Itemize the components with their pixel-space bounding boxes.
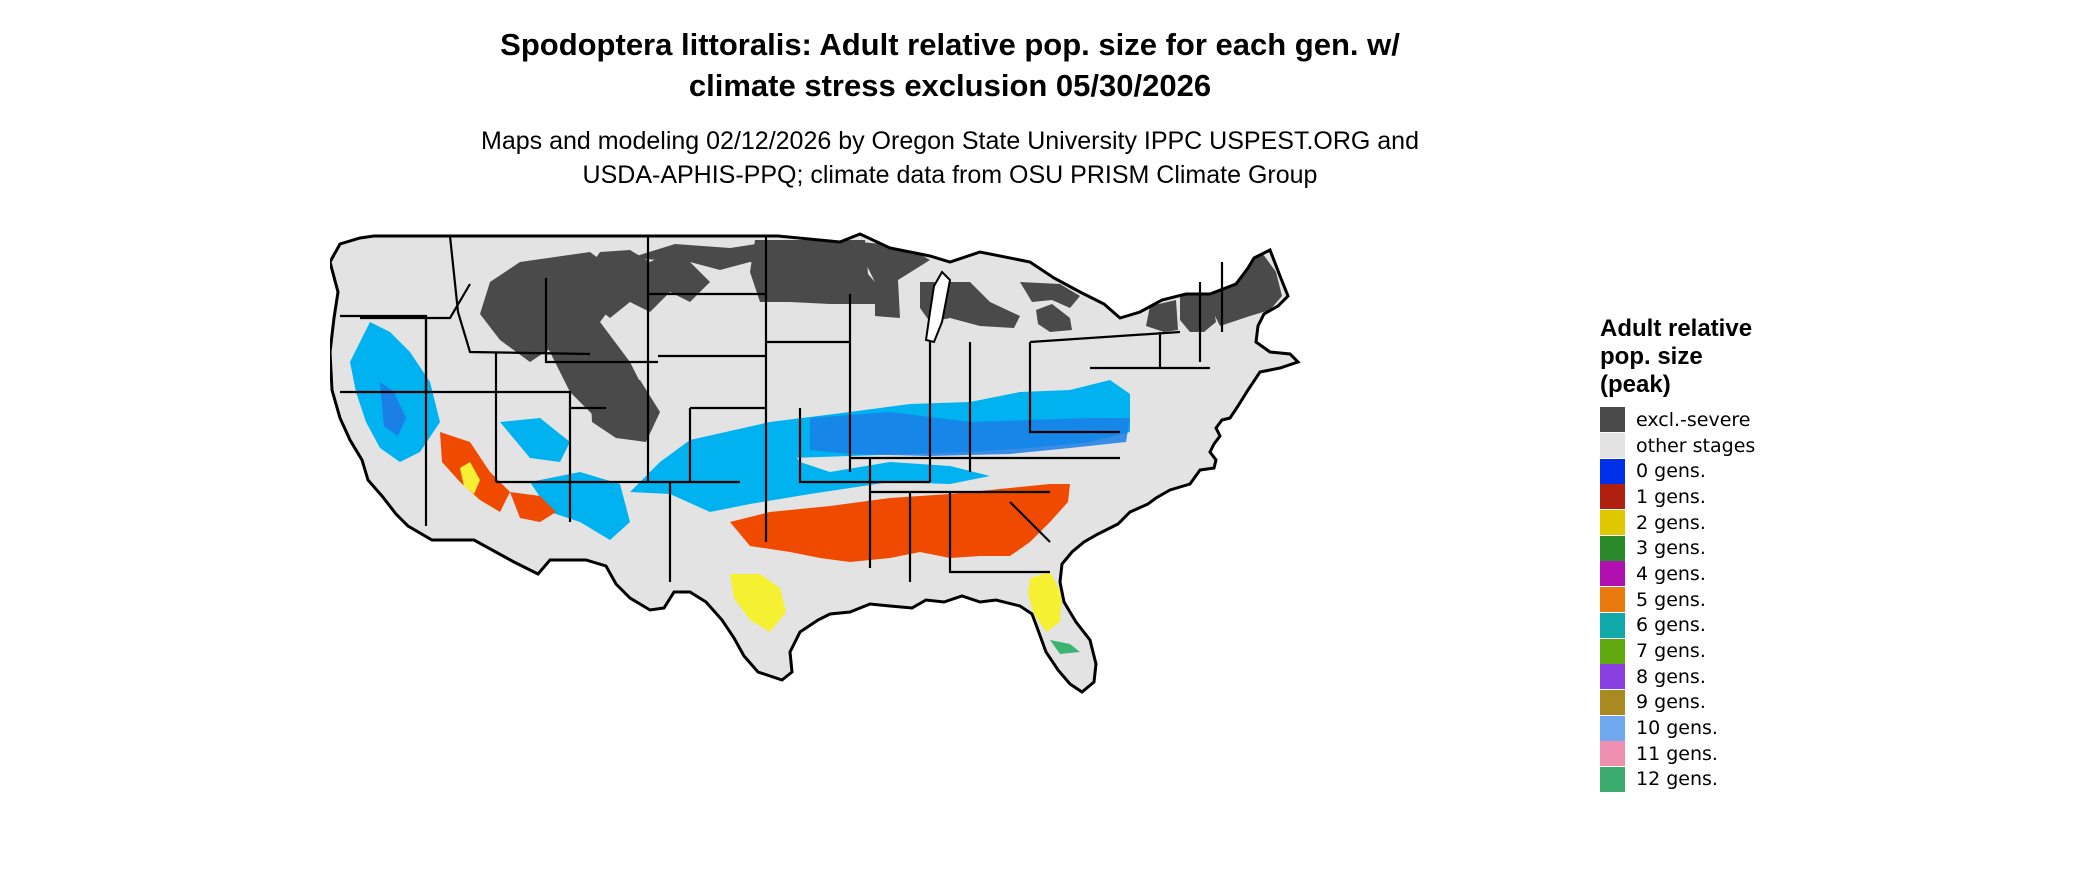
legend-item: other stages: [1600, 433, 1860, 459]
border-wa-or: [360, 283, 471, 320]
legend-swatch: [1600, 433, 1625, 459]
excluded-colorado: [590, 372, 660, 442]
legend-swatch: [1600, 715, 1625, 741]
two-gens-south-texas: [730, 574, 786, 632]
legend-item: 3 gens.: [1600, 535, 1860, 561]
excluded-new-hampshire-vermont: [1180, 288, 1216, 332]
legend-swatch: [1600, 689, 1625, 715]
two-gens-florida: [1028, 572, 1062, 632]
map-title: Spodoptera littoralis: Adult relative po…: [360, 24, 1540, 106]
legend-swatch: [1600, 741, 1625, 767]
border-mo-south: [798, 408, 930, 484]
legend-swatch: [1600, 664, 1625, 690]
excluded-montana-north: [630, 242, 780, 270]
border-al-ga: [948, 492, 1050, 574]
legend-label: 9 gens.: [1636, 691, 1706, 714]
border-ga-sc: [1009, 501, 1051, 543]
excluded-minnesota: [860, 242, 930, 318]
legend-label: 8 gens.: [1636, 665, 1706, 688]
border-oh-wv: [1028, 342, 1120, 434]
legend-item: 8 gens.: [1600, 664, 1860, 690]
legend-swatch: [1600, 458, 1625, 484]
zero-gens-regions: [350, 322, 1130, 540]
legend-label: 5 gens.: [1636, 588, 1706, 611]
border-nevada-utah: [426, 390, 606, 410]
legend-rows: excl.-severe other stages 0 gens. 1 gens. 2 …: [1600, 407, 1860, 792]
zero-gens-south-plains: [630, 422, 990, 512]
legend-label: 11 gens.: [1636, 742, 1718, 765]
map-legend: Adult relative pop. size (peak) excl.-se…: [1600, 315, 1860, 792]
legend-label: 0 gens.: [1636, 460, 1706, 483]
legend-item: 6 gens.: [1600, 612, 1860, 639]
map-subtitle-line-2: USDA-APHIS-PPQ; climate data from OSU PR…: [582, 161, 1318, 189]
one-gen-gulf-band: [730, 484, 1070, 562]
legend-item: 5 gens.: [1600, 587, 1860, 613]
legend-label: 12 gens.: [1636, 768, 1718, 791]
two-gens-california-desert: [460, 462, 480, 494]
legend-swatch: [1600, 484, 1625, 510]
legend-label: 2 gens.: [1636, 511, 1706, 534]
legend-label: 1 gens.: [1636, 485, 1706, 508]
legend-swatch: [1600, 612, 1625, 638]
legend-label: 4 gens.: [1636, 562, 1706, 585]
legend-item: 9 gens.: [1600, 689, 1860, 716]
legend-item: 1 gens.: [1600, 484, 1860, 510]
legend-swatch: [1600, 587, 1625, 613]
legend-item: 10 gens.: [1600, 715, 1860, 741]
legend-label: 3 gens.: [1636, 537, 1706, 560]
two-gens-regions: [460, 462, 1062, 632]
us-map: [330, 232, 1300, 694]
legend-item: 0 gens.: [1600, 458, 1860, 484]
legend-swatch: [1600, 535, 1625, 561]
legend-title-line-1: Adult relative: [1600, 315, 1753, 342]
legend-item: excl.-severe: [1600, 407, 1860, 433]
one-gen-arizona: [510, 492, 556, 522]
legend-swatch: [1600, 561, 1625, 587]
legend-label: other stages: [1636, 434, 1756, 457]
border-wyoming: [544, 278, 658, 364]
legend-label: 10 gens.: [1636, 717, 1718, 740]
legend-title-line-2: pop. size: [1600, 343, 1703, 370]
border-idaho: [448, 235, 591, 356]
legend-label: 7 gens.: [1636, 640, 1706, 663]
excluded-new-york-adirondack: [1146, 300, 1178, 332]
border-pa-ny: [1029, 330, 1181, 344]
legend-swatch: [1600, 510, 1625, 536]
excluded-north-dakota: [750, 240, 875, 304]
state-borders: [340, 235, 1224, 582]
map-subtitle-line-1: Maps and modeling 02/12/2026 by Oregon S…: [481, 127, 1419, 155]
legend-label: excl.-severe: [1636, 408, 1751, 431]
map-subtitle: Maps and modeling 02/12/2026 by Oregon S…: [360, 124, 1540, 192]
legend-swatch: [1600, 766, 1625, 792]
legend-item: 12 gens.: [1600, 766, 1860, 793]
legend-swatch: [1600, 638, 1625, 664]
zero-gens-arizona: [530, 472, 630, 540]
legend-label: 6 gens.: [1636, 614, 1706, 637]
excluded-regions: [400, 240, 1282, 442]
twelve-gens-florida-keys: [1050, 640, 1080, 654]
legend-item: 11 gens.: [1600, 741, 1860, 767]
excluded-michigan-north: [1036, 304, 1072, 332]
lake-michigan: [924, 270, 952, 344]
map-data-layer: [350, 240, 1282, 632]
map-title-line-2: climate stress exclusion 05/30/2026: [688, 68, 1212, 103]
legend-title-line-3: (peak): [1600, 371, 1671, 398]
legend-swatch: [1600, 407, 1625, 433]
excluded-michigan-up: [1020, 282, 1080, 308]
zero-gens-nevada: [500, 418, 570, 462]
legend-item: 7 gens.: [1600, 638, 1860, 664]
legend-item: 4 gens.: [1600, 561, 1860, 587]
legend-item: 2 gens.: [1600, 510, 1860, 536]
map-title-line-1: Spodoptera littoralis: Adult relative po…: [500, 27, 1400, 62]
legend-title: Adult relative pop. size (peak): [1600, 315, 1860, 399]
zero-gens-california-dense: [380, 382, 406, 436]
